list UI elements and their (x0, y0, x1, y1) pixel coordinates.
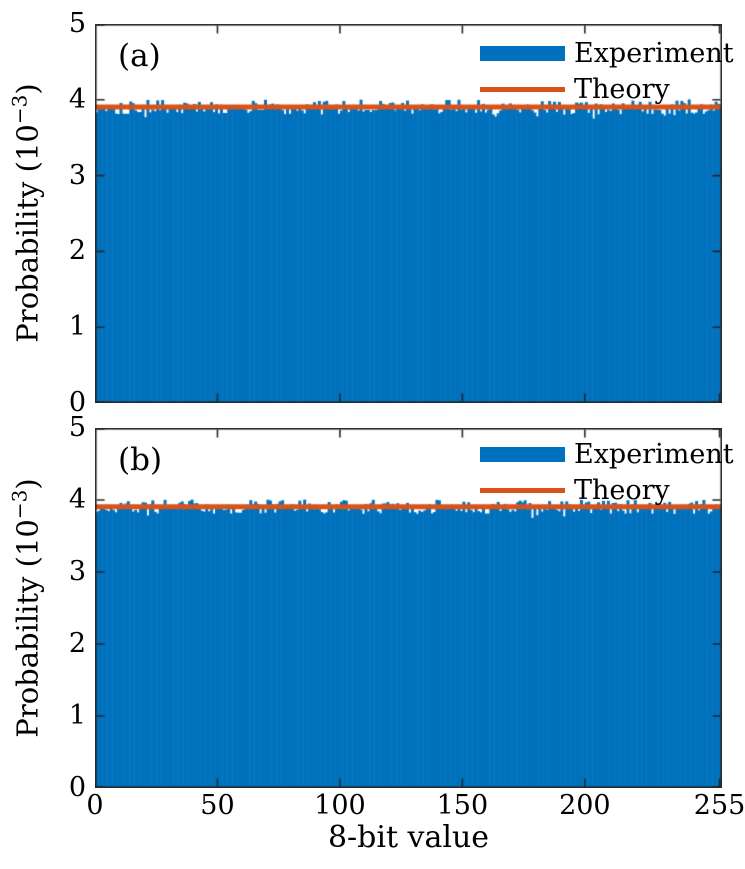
y-tick-label: 1 (68, 700, 86, 731)
y-axis-label-exponent: −3 (7, 94, 32, 125)
y-tick-label: 0 (68, 772, 86, 803)
panel-a: (a) Experiment Theory (95, 24, 734, 403)
y-tick-label: 1 (68, 311, 86, 343)
legend-row-theory: Theory (480, 472, 720, 508)
y-axis-label-text: Probability (10 (10, 519, 45, 738)
y-axis-label-exponent: −3 (7, 489, 32, 520)
legend-experiment-label: Experiment (574, 37, 734, 69)
legend-row-theory: Theory (480, 71, 720, 107)
legend-b: Experiment Theory (480, 436, 734, 508)
y-axis-label-text: Probability (10 (10, 124, 45, 343)
legend-experiment-swatch (480, 446, 565, 462)
x-tick-label: 100 (314, 790, 366, 821)
y-axis-label-a: Probability (10−3) (8, 83, 45, 342)
legend-theory-label: Theory (574, 73, 670, 105)
panel-label-b: (b) (118, 442, 163, 478)
x-tick-label: 150 (436, 790, 489, 821)
y-tick-label: 3 (68, 159, 86, 191)
y-axis-label-close: ) (10, 83, 45, 95)
legend-row-experiment: Experiment (480, 436, 734, 472)
x-tick-label: 0 (86, 790, 104, 821)
legend-a: Experiment Theory (480, 35, 734, 107)
y-axis-label-close: ) (10, 478, 45, 490)
y-tick-label: 2 (68, 235, 86, 267)
y-tick-label: 3 (68, 556, 86, 587)
y-tick-label: 4 (68, 83, 86, 115)
x-tick-label: 200 (559, 790, 611, 821)
x-tick-label: 255 (693, 790, 745, 821)
legend-theory-line (480, 86, 565, 92)
legend-row-experiment: Experiment (480, 35, 734, 71)
y-tick-label: 5 (68, 412, 86, 443)
legend-experiment-label: Experiment (574, 438, 734, 470)
histogram-canvas-b (95, 428, 722, 788)
y-tick-label: 2 (68, 628, 86, 659)
y-axis-label-b: Probability (10−3) (8, 478, 45, 737)
histogram-canvas-a (95, 24, 722, 403)
panel-label-a: (a) (118, 38, 161, 74)
legend-experiment-swatch (480, 45, 565, 61)
y-tick-label: 5 (68, 8, 86, 39)
y-tick-label: 0 (68, 387, 86, 418)
y-tick-label: 4 (68, 484, 86, 515)
legend-theory-line (480, 487, 565, 493)
panel-b: (b) Experiment Theory (95, 428, 734, 788)
x-axis-label: 8-bit value (327, 820, 490, 855)
legend-theory-label: Theory (574, 474, 670, 506)
x-tick-label: 50 (200, 790, 235, 821)
